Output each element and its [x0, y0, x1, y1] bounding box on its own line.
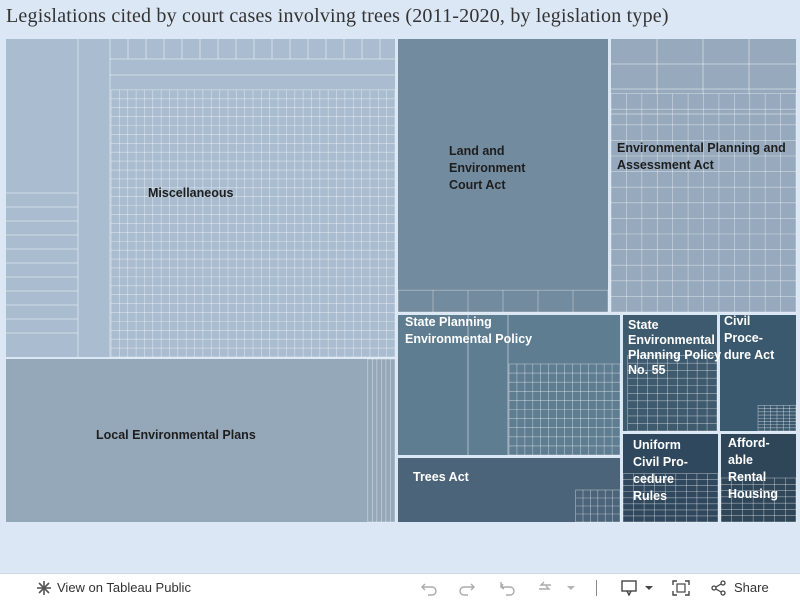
treemap-label-uniform-civil-procedure-rules-3: Rules: [633, 489, 667, 503]
treemap-leaves-civil-procedure-act: [757, 405, 797, 432]
treemap-label-affordable-rental-housing-3: Housing: [728, 487, 778, 501]
toolbar-divider: [596, 580, 597, 596]
treemap-rect-state-environmental-planning-policy-no-55[interactable]: [623, 315, 717, 431]
treemap-rect-local-environmental-plans[interactable]: [6, 359, 395, 522]
redo-icon[interactable]: [456, 577, 478, 599]
fullscreen-icon[interactable]: [670, 577, 692, 599]
treemap-leaves-local-environmental-plans: [367, 358, 396, 523]
treemap-coarse-miscellaneous: [6, 39, 395, 357]
treemap-label-miscellaneous-0: Miscellaneous: [148, 186, 233, 200]
treemap-label-state-planning-environmental-policy-0: State Planning: [405, 315, 492, 329]
treemap-chart[interactable]: Miscellaneous Land and Environment Court Ac…: [0, 0, 800, 573]
treemap-leaves-state-environmental-planning-policy-no-55: [627, 355, 718, 432]
treemap-leaves-trees-act: [575, 489, 621, 523]
treemap-label-local-environmental-plans-0: Local Environmental Plans: [96, 428, 256, 442]
treemap-label-civil-procedure-act-2: dure Act: [724, 348, 775, 362]
treemap-label-affordable-rental-housing-1: able: [728, 453, 753, 467]
refresh-dropdown-icon[interactable]: [560, 577, 582, 599]
treemap-label-uniform-civil-procedure-rules-1: Civil Pro-: [633, 455, 688, 469]
treemap-leaves-affordable-rental-housing: [720, 477, 797, 523]
treemap-label-land-and-environment-court-act-2: Court Act: [449, 178, 506, 192]
download-icon[interactable]: [620, 577, 642, 599]
treemap-leaves-state-planning-environmental-policy: [508, 363, 621, 456]
refresh-icon[interactable]: [534, 577, 556, 599]
treemap-label-trees-act-0: Trees Act: [413, 470, 470, 484]
treemap-label-land-and-environment-court-act-0: Land and: [449, 144, 505, 158]
treemap-label-state-environmental-planning-policy-no-55-1: Environmental: [628, 333, 715, 347]
treemap-label-state-planning-environmental-policy-1: Environmental Policy: [405, 332, 532, 346]
view-on-tableau-label: View on Tableau Public: [57, 580, 191, 595]
download-dropdown-icon[interactable]: [638, 577, 660, 599]
treemap-label-environmental-planning-and-assessment-act-1: Assessment Act: [617, 158, 715, 172]
treemap-rect-land-and-environment-court-act[interactable]: [398, 39, 608, 312]
share-icon: [708, 577, 730, 599]
treemap-leaves-miscellaneous: [110, 89, 396, 358]
treemap-rect-miscellaneous[interactable]: [6, 39, 395, 357]
treemap-leaves-land-and-environment-court-act: [397, 289, 609, 313]
treemap-label-affordable-rental-housing-0: Afford-: [728, 436, 770, 450]
treemap-label-uniform-civil-procedure-rules-0: Uniform: [633, 438, 681, 452]
treemap-label-civil-procedure-act-0: Civil: [724, 314, 750, 328]
chart-title: Legislations cited by court cases involv…: [6, 5, 669, 27]
treemap-label-environmental-planning-and-assessment-act-0: Environmental Planning and: [617, 141, 786, 155]
treemap-leaves-uniform-civil-procedure-rules: [622, 473, 719, 523]
treemap-label-state-environmental-planning-policy-no-55-3: No. 55: [628, 363, 666, 377]
tableau-icon: [33, 577, 55, 599]
share-label: Share: [734, 580, 769, 595]
treemap-leaves-environmental-planning-and-assessment-act: [610, 93, 797, 313]
share-button[interactable]: Share: [708, 577, 769, 599]
tableau-toolbar: View on Tableau Public Share: [0, 573, 800, 601]
view-on-tableau-link[interactable]: View on Tableau Public: [33, 577, 191, 599]
treemap-label-state-environmental-planning-policy-no-55-0: State: [628, 318, 659, 332]
revert-icon[interactable]: [496, 577, 518, 599]
undo-icon[interactable]: [418, 577, 440, 599]
treemap-label-land-and-environment-court-act-1: Environment: [449, 161, 526, 175]
treemap-rect-uniform-civil-procedure-rules[interactable]: [623, 434, 718, 522]
treemap-label-civil-procedure-act-1: Proce-: [724, 331, 763, 345]
treemap-label-uniform-civil-procedure-rules-2: cedure: [633, 472, 674, 486]
treemap-label-affordable-rental-housing-2: Rental: [728, 470, 766, 484]
treemap-label-state-environmental-planning-policy-no-55-2: Planning Policy: [628, 348, 721, 362]
treemap-coarse-state-planning-environmental-policy: [467, 315, 509, 455]
